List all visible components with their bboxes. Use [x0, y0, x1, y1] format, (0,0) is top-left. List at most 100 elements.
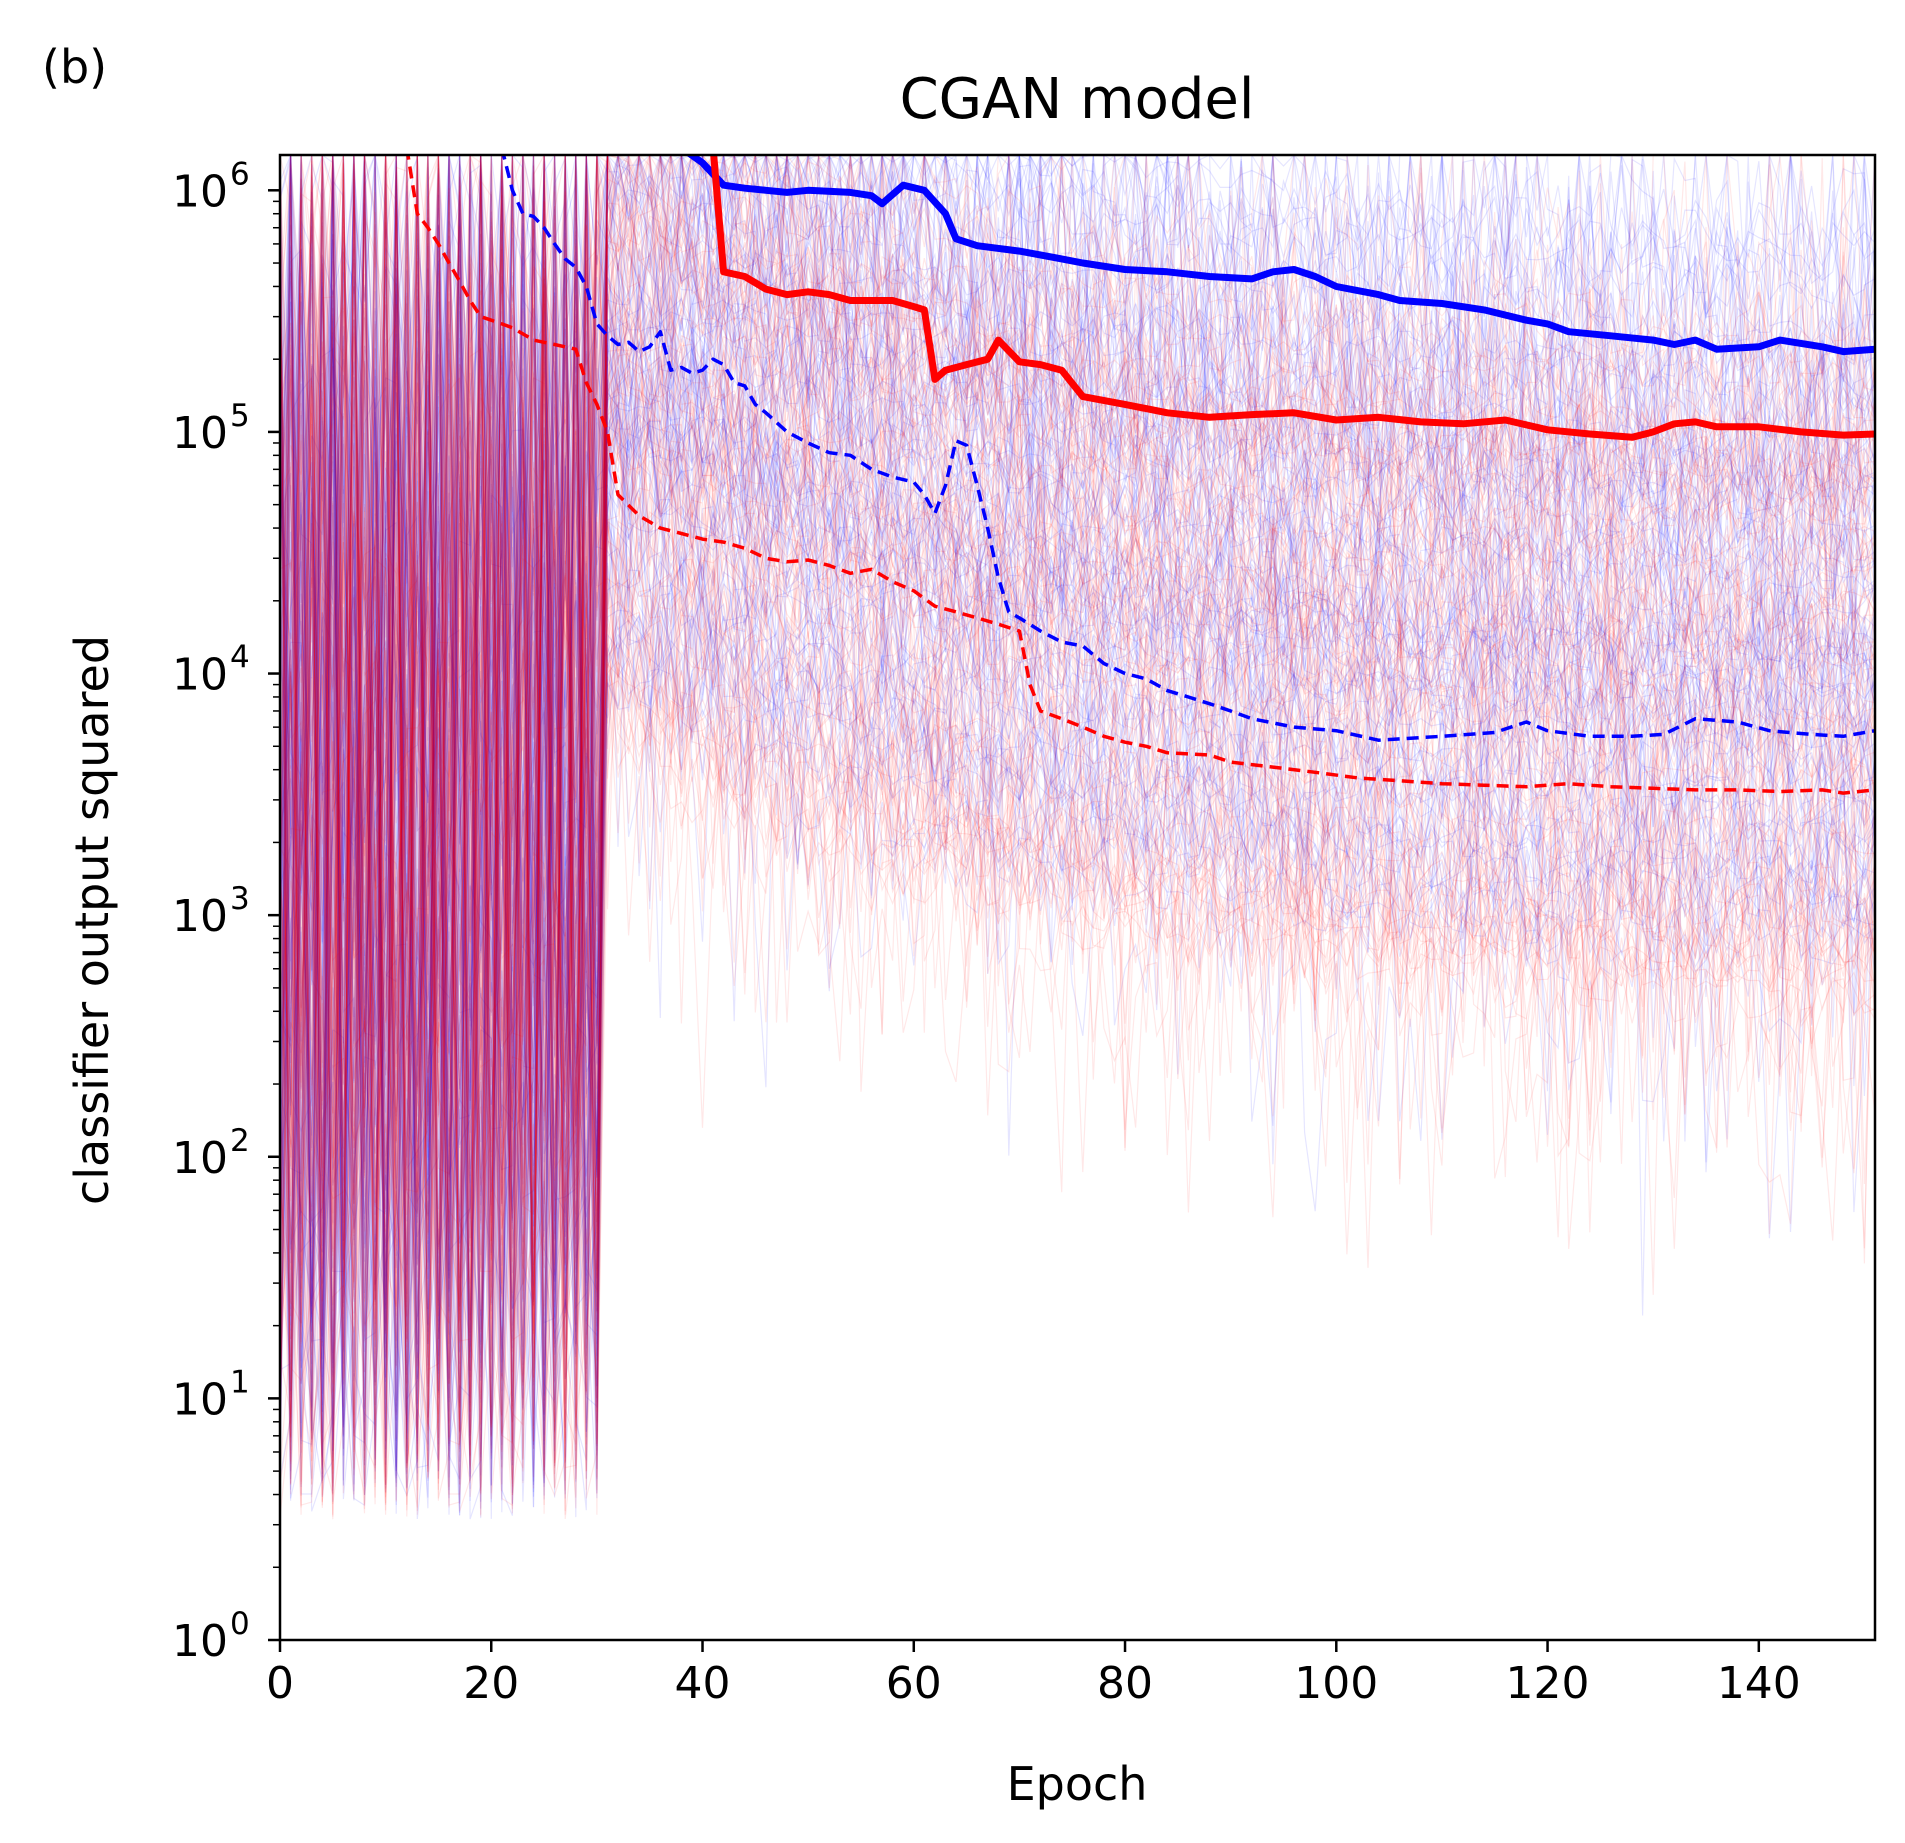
red-background-trace — [280, 291, 1875, 1473]
x-tick-label: 120 — [1506, 1658, 1590, 1709]
red-background-trace — [280, 155, 1875, 1515]
blue-background-trace — [280, 155, 1875, 1447]
blue-background-trace — [280, 155, 1875, 1476]
red-background-trace — [280, 155, 1875, 1474]
blue-background-trace — [280, 155, 1875, 1445]
red-background-trace — [280, 155, 1875, 1469]
y-tick-label: 10 — [172, 650, 228, 701]
red-background-trace — [280, 155, 1875, 1472]
red-background-trace — [280, 222, 1875, 1456]
red-background-trace — [280, 155, 1875, 1467]
red-background-trace — [280, 155, 1875, 1515]
x-tick-label: 80 — [1097, 1658, 1153, 1709]
blue-background-trace — [280, 155, 1875, 1502]
red-background-trace — [280, 181, 1875, 1497]
red-background-trace — [280, 155, 1875, 1452]
x-tick-label: 60 — [886, 1658, 942, 1709]
blue-background-trace — [280, 155, 1875, 1468]
blue-background-trace — [280, 155, 1875, 1477]
blue-background-trace — [280, 155, 1875, 1516]
blue-background-trace — [280, 155, 1875, 1485]
blue-background-trace — [280, 155, 1875, 1445]
blue-background-trace — [280, 155, 1875, 1514]
red-background-trace — [280, 155, 1875, 1425]
red-background-trace — [280, 155, 1875, 1517]
red-background-trace — [280, 155, 1875, 1495]
red-background-trace — [280, 155, 1875, 1515]
red-background-trace — [280, 155, 1875, 1345]
y-tick-label: 10 — [172, 1374, 228, 1425]
red-background-trace — [280, 155, 1875, 1469]
blue-background-trace — [280, 155, 1875, 1501]
red-background-trace — [280, 155, 1875, 1511]
blue-background-trace — [280, 306, 1875, 1460]
blue-background-trace — [280, 155, 1875, 1516]
red-background-trace — [280, 155, 1875, 1514]
blue-background-trace — [280, 155, 1875, 1508]
red-background-trace — [280, 155, 1875, 1461]
red-background-trace — [280, 155, 1875, 1434]
red-background-trace — [280, 155, 1875, 1473]
red-background-trace — [280, 155, 1875, 1495]
red-background-trace — [280, 155, 1875, 1451]
red-background-trace — [280, 155, 1875, 1495]
blue-background-trace — [280, 155, 1875, 1387]
blue-background-trace — [280, 208, 1875, 1469]
red-background-trace — [280, 155, 1875, 1497]
red-background-trace — [280, 155, 1875, 1468]
blue-background-trace — [280, 155, 1875, 1442]
red-background-trace — [280, 155, 1875, 1518]
red-background-trace — [280, 155, 1875, 1515]
red-background-trace — [280, 156, 1875, 1495]
red-background-trace — [280, 155, 1875, 1418]
blue-background-trace — [280, 157, 1875, 1504]
red-background-trace — [280, 155, 1875, 1453]
blue-background-trace — [280, 185, 1875, 1416]
red-background-trace — [280, 155, 1875, 1445]
blue-background-trace — [280, 155, 1875, 1516]
blue-background-trace — [280, 155, 1875, 1316]
red-background-trace — [280, 155, 1875, 1498]
red-background-trace — [280, 155, 1875, 1434]
blue-background-trace — [280, 155, 1875, 1486]
red-background-trace — [280, 155, 1875, 1494]
summary-series — [406, 155, 1875, 795]
red-background-trace — [280, 155, 1875, 1467]
blue-background-trace — [280, 155, 1875, 1484]
blue-background-trace — [280, 155, 1875, 1394]
blue-background-trace — [280, 155, 1875, 1456]
red-background-trace — [280, 155, 1875, 1490]
blue-background-trace — [280, 155, 1875, 1496]
blue-background-trace — [280, 155, 1875, 1479]
blue-background-trace — [280, 155, 1875, 1499]
red-background-trace — [280, 155, 1875, 1456]
blue-background-trace — [280, 155, 1875, 1491]
chart-title: CGAN model — [900, 67, 1255, 132]
red-background-trace — [280, 155, 1875, 1508]
y-tick-label: 10 — [172, 408, 228, 459]
red-background-trace — [280, 155, 1875, 1472]
blue-background-trace — [280, 155, 1875, 1344]
red-background-trace — [280, 155, 1875, 1505]
blue-background-trace — [280, 155, 1875, 1493]
blue-background-trace — [280, 155, 1875, 1518]
blue-background-trace — [280, 155, 1875, 1495]
blue-background-trace — [280, 155, 1875, 1474]
red-background-trace — [280, 155, 1875, 1514]
blue-background-trace — [280, 155, 1875, 1498]
blue-background-trace — [280, 155, 1875, 1466]
red-background-trace — [280, 155, 1875, 1469]
y-tick-exponent: 3 — [230, 881, 250, 917]
red-background-trace — [280, 191, 1875, 1469]
panel-label: (b) — [42, 40, 108, 94]
red-background-trace — [280, 155, 1875, 1491]
blue-background-trace — [280, 155, 1875, 1520]
red-background-trace — [280, 155, 1875, 1477]
blue-background-trace — [280, 155, 1875, 1485]
red-background-trace — [280, 155, 1875, 1495]
red-background-trace — [280, 155, 1875, 1362]
red-background-trace — [280, 155, 1875, 1480]
red-background-trace — [280, 155, 1875, 1508]
blue-background-trace — [280, 155, 1875, 1481]
